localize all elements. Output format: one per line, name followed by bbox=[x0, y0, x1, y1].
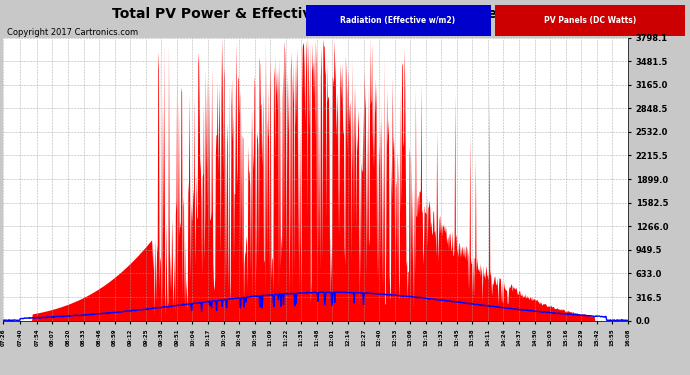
Text: PV Panels (DC Watts): PV Panels (DC Watts) bbox=[544, 16, 636, 25]
Bar bbox=[306, 5, 491, 36]
Text: Copyright 2017 Cartronics.com: Copyright 2017 Cartronics.com bbox=[7, 28, 138, 38]
Text: Radiation (Effective w/m2): Radiation (Effective w/m2) bbox=[340, 16, 455, 25]
Bar bbox=[495, 5, 684, 36]
Text: Total PV Power & Effective Solar Radiation Fri Dec 15 16:09: Total PV Power & Effective Solar Radiati… bbox=[112, 7, 578, 21]
